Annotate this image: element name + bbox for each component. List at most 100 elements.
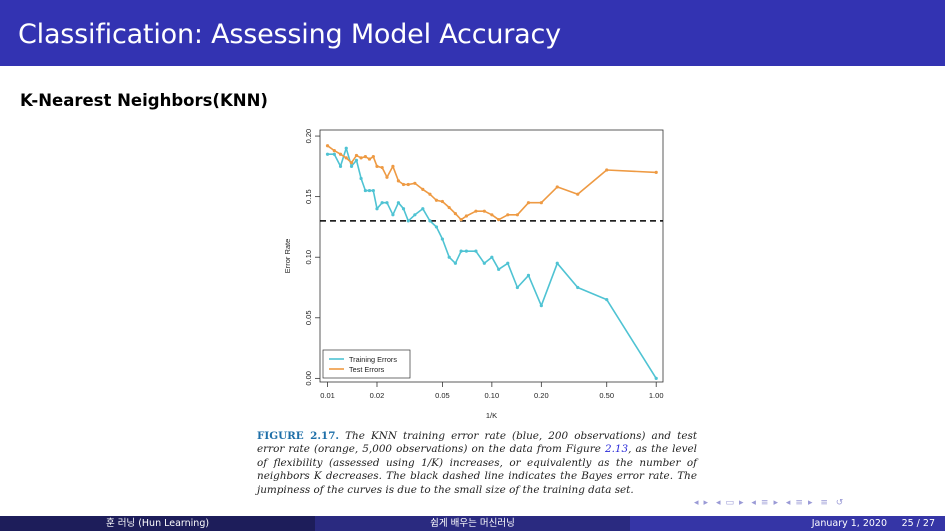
data-point-1: [434, 198, 439, 202]
x-tick-label: 1.00: [649, 391, 664, 400]
y-tick-label: 0.20: [304, 129, 313, 144]
nav-prev-section-icon[interactable]: ◂: [751, 498, 756, 508]
figure-caption: FIGURE 2.17. The KNN training error rate…: [257, 430, 697, 497]
data-point-1: [385, 175, 389, 179]
data-point-0: [474, 249, 478, 253]
data-point-0: [385, 201, 389, 205]
data-point-1: [371, 155, 375, 159]
data-point-1: [325, 144, 330, 148]
x-tick-label: 0.02: [370, 391, 385, 400]
nav-prev-subsection-icon[interactable]: ◂: [715, 498, 721, 508]
legend-label: Test Errors: [349, 365, 385, 374]
title-bar: Classification: Assessing Model Accuracy: [0, 0, 945, 66]
legend-box: [322, 349, 411, 379]
y-tick-label: 0.00: [304, 371, 313, 386]
data-point-0: [421, 207, 425, 211]
x-tick-label: 0.20: [534, 391, 549, 400]
data-point-1: [375, 164, 379, 168]
series-line-0: [327, 147, 657, 379]
nav-section-icon[interactable]: ≡: [760, 498, 769, 508]
data-point-0: [406, 219, 410, 223]
data-point-1: [605, 168, 609, 172]
data-point-1: [396, 179, 401, 183]
y-tick-label: 0.15: [304, 189, 313, 204]
footer: 훈 러닝 (Hun Learning) 쉽게 배우는 머신러닝 January …: [0, 516, 945, 531]
data-point-0: [401, 207, 406, 211]
footer-page-number: 25 / 27: [901, 518, 935, 529]
data-point-0: [344, 146, 348, 150]
data-point-1: [349, 161, 354, 165]
data-point-0: [497, 267, 501, 271]
nav-align-icon[interactable]: ≡: [820, 498, 828, 508]
nav-next-frame-icon[interactable]: ▸: [703, 498, 709, 508]
data-point-0: [338, 164, 343, 168]
x-tick-label: 0.50: [599, 391, 614, 400]
data-point-1: [453, 211, 458, 216]
data-point-0: [576, 285, 580, 290]
x-tick-label: 0.01: [320, 391, 335, 400]
data-point-1: [555, 185, 559, 189]
data-point-1: [447, 205, 451, 210]
data-point-0: [359, 176, 363, 181]
caption-text-2: , as the level of flexibility (assessed …: [257, 443, 697, 496]
data-point-1: [380, 165, 384, 170]
data-point-1: [654, 170, 658, 175]
data-point-0: [391, 213, 395, 217]
footer-info: January 1, 2020 25 / 27: [630, 516, 945, 531]
nav-next-section-icon[interactable]: ▸: [773, 498, 778, 508]
data-point-1: [401, 182, 406, 187]
data-point-0: [482, 261, 486, 265]
data-point-0: [464, 249, 469, 253]
chart-plot-area: [320, 144, 663, 380]
beamer-navigation: ◂ ▸ ◂ ▭ ▸ ◂ ≡ ▸ ◂ ≡ ▸ ≡ ↺: [694, 498, 936, 512]
nav-part-icon[interactable]: ≡: [795, 498, 803, 508]
y-tick-label: 0.10: [304, 250, 313, 265]
data-point-0: [539, 304, 543, 308]
data-point-1: [515, 213, 519, 217]
data-point-0: [453, 261, 458, 265]
data-point-0: [434, 225, 439, 229]
data-point-0: [447, 255, 451, 259]
nav-subsection-icon[interactable]: ▭: [725, 498, 734, 508]
data-point-1: [428, 192, 432, 196]
data-point-1: [490, 213, 494, 217]
data-point-1: [464, 214, 469, 218]
x-tick-label: 0.05: [435, 391, 450, 400]
data-point-1: [474, 209, 478, 213]
data-point-1: [421, 187, 425, 191]
error-rate-chart: 0.01 0.02 0.05 0.10 0.20 0.50 1.00 0.00 0.05 0.10…: [283, 129, 664, 420]
nav-prev-part-icon[interactable]: ◂: [785, 498, 791, 508]
footer-date: January 1, 2020: [811, 518, 887, 529]
data-point-0: [349, 164, 354, 168]
nav-next-part-icon[interactable]: ▸: [807, 498, 813, 508]
data-point-0: [371, 188, 375, 193]
data-point-0: [526, 273, 531, 277]
x-tick-label: 0.10: [485, 391, 500, 400]
data-point-1: [406, 182, 410, 187]
figure-reference-link[interactable]: 2.13: [604, 443, 629, 456]
data-point-0: [506, 261, 510, 265]
nav-prev-frame-icon[interactable]: ◂: [694, 498, 699, 508]
figure: 0.01 0.02 0.05 0.10 0.20 0.50 1.00 0.00 0.05 0.10…: [276, 120, 696, 428]
data-point-0: [396, 201, 401, 205]
footer-author: 훈 러닝 (Hun Learning): [0, 516, 315, 531]
data-point-1: [506, 213, 510, 217]
x-axis-label: 1/K: [486, 411, 497, 420]
data-point-1: [526, 201, 531, 205]
nav-next-subsection-icon[interactable]: ▸: [738, 498, 744, 508]
data-point-1: [413, 181, 417, 185]
data-point-0: [325, 152, 330, 156]
nav-search-icon[interactable]: ↺: [835, 498, 844, 508]
data-point-1: [482, 209, 486, 213]
data-point-0: [354, 158, 359, 162]
figure-label: FIGURE 2.17.: [257, 430, 340, 442]
data-point-1: [354, 153, 359, 158]
data-point-0: [375, 207, 379, 211]
data-point-1: [338, 152, 343, 156]
data-point-1: [440, 199, 444, 204]
legend-label: Training Errors: [349, 355, 397, 364]
footer-title: 쉽게 배우는 머신러닝: [315, 516, 630, 531]
y-axis-label: Error Rate: [283, 239, 292, 274]
data-point-0: [380, 201, 384, 205]
data-point-1: [332, 148, 336, 153]
